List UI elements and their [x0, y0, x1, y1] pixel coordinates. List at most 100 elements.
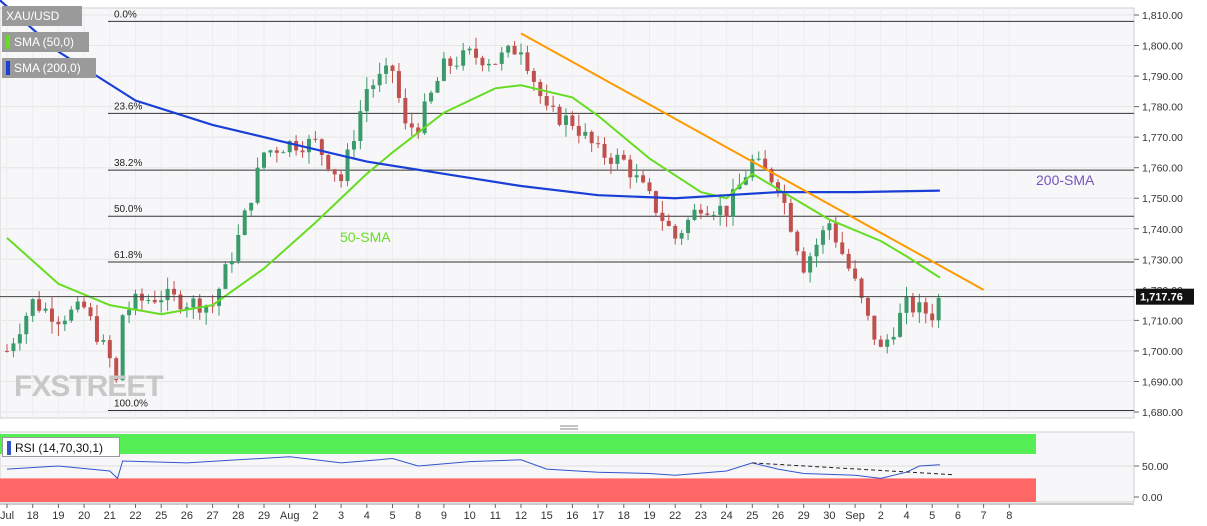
rsi-overbought-zone: [0, 434, 1036, 454]
price-tick-label: 1,760.00: [1142, 163, 1183, 175]
rsi-trendline: [752, 462, 953, 476]
time-tick-label: 2: [878, 510, 884, 522]
resistance-trendline: [520, 32, 985, 291]
candle-body: [339, 174, 344, 182]
time-tick-label: Jul: [0, 510, 14, 522]
candle-body: [923, 302, 928, 314]
time-tick-label: 8: [415, 510, 421, 522]
price-tick-label: 1,710.00: [1142, 315, 1183, 327]
candle-body: [904, 296, 909, 313]
moving-averages: [0, 0, 941, 316]
candle-body: [898, 312, 903, 337]
rsi-tag[interactable]: RSI (14,70,30,1): [2, 437, 120, 457]
fxstreet-watermark: FXSTREET: [14, 370, 164, 403]
candle-body: [101, 340, 106, 342]
price-tick-label: 1,700.00: [1142, 346, 1183, 358]
candle-body: [493, 63, 498, 65]
candle-body: [242, 210, 247, 235]
time-tick-label: 9: [441, 510, 447, 522]
candle-body: [776, 182, 780, 192]
candle-body: [724, 205, 729, 217]
fib-label: 38.2%: [114, 158, 142, 169]
candle-body: [223, 264, 228, 289]
time-tick-label: 29: [798, 510, 810, 522]
rsi-label: RSI (14,70,30,1): [15, 441, 104, 455]
time-tick-label: 19: [52, 510, 64, 522]
candle-body: [750, 159, 755, 178]
candle-body: [917, 302, 922, 313]
sma200-label: SMA (200,0): [14, 61, 81, 75]
sma200-tag[interactable]: SMA (200,0): [2, 58, 96, 78]
candle-body: [686, 219, 691, 234]
candle-body: [319, 139, 324, 155]
candle-body: [56, 321, 61, 325]
candle-body: [332, 169, 337, 175]
candle-body: [814, 244, 819, 257]
symbol-tag[interactable]: XAU/USD: [2, 6, 82, 26]
fibonacci-levels: 0.0% 23.6% 38.2% 50.0% 61.8% 100.0%: [108, 9, 1134, 411]
candle-body: [859, 278, 864, 298]
candle-body: [820, 230, 825, 245]
candle-body: [88, 307, 93, 317]
candle-body: [127, 309, 132, 316]
candle-body: [229, 261, 234, 265]
time-tick-label: 22: [129, 510, 141, 522]
candle-body: [499, 52, 504, 64]
candle-body: [827, 223, 832, 231]
sma200-swatch: [6, 61, 10, 75]
candle-body: [191, 298, 196, 308]
candle-body: [615, 154, 620, 164]
candle-body: [551, 105, 556, 107]
candle-body: [878, 339, 883, 347]
time-tick-label: 16: [566, 510, 578, 522]
chart-labels: 50-SMA 200-SMA: [340, 172, 1095, 245]
time-tick-label: 4: [903, 510, 909, 522]
time-tick-label: 29: [258, 510, 270, 522]
candle-body: [673, 225, 678, 239]
candle-body: [589, 131, 594, 144]
time-tick-label: 12: [515, 510, 527, 522]
candle-body: [544, 96, 549, 106]
candle-body: [679, 233, 684, 239]
time-tick-label: 23: [695, 510, 707, 522]
candle-body: [17, 334, 22, 344]
candle-body: [583, 131, 588, 136]
candle-body: [448, 58, 453, 66]
time-tick-label: 18: [618, 510, 630, 522]
time-tick-label: Sep: [845, 510, 865, 522]
candle-body: [563, 115, 568, 125]
candle-body: [435, 80, 440, 93]
candle-body: [43, 308, 48, 311]
candle-body: [146, 299, 151, 301]
candle-body: [705, 213, 710, 215]
time-tick-label: 30: [823, 510, 835, 522]
candle-body: [152, 299, 157, 303]
time-tick-label: 7: [981, 510, 987, 522]
sma50-line: [6, 84, 941, 316]
fib-label: 100.0%: [114, 398, 148, 409]
fib-label: 23.6%: [114, 101, 142, 112]
candle-body: [371, 85, 376, 90]
rsi-tick-label: 0.00: [1142, 492, 1163, 504]
candle-body: [930, 313, 935, 321]
candle-body: [474, 48, 479, 58]
candle-body: [11, 343, 16, 352]
candle-body: [660, 212, 665, 221]
time-tick-label: 19: [643, 510, 655, 522]
fib-label: 50.0%: [114, 204, 142, 215]
candle-body: [306, 138, 311, 153]
rsi-oversold-zone: [0, 478, 1036, 502]
time-tick-label: 5: [389, 510, 395, 522]
candle-body: [647, 182, 652, 192]
time-tick-label: 15: [541, 510, 553, 522]
candle-body: [441, 58, 446, 81]
candle-body: [731, 189, 736, 217]
candle-body: [910, 296, 915, 313]
candle-body: [602, 143, 607, 158]
sma50-tag[interactable]: SMA (50,0): [2, 32, 89, 52]
candle-body: [788, 202, 793, 232]
candle-body: [75, 301, 80, 310]
rsi-swatch: [7, 441, 11, 455]
candle-body: [390, 65, 395, 72]
